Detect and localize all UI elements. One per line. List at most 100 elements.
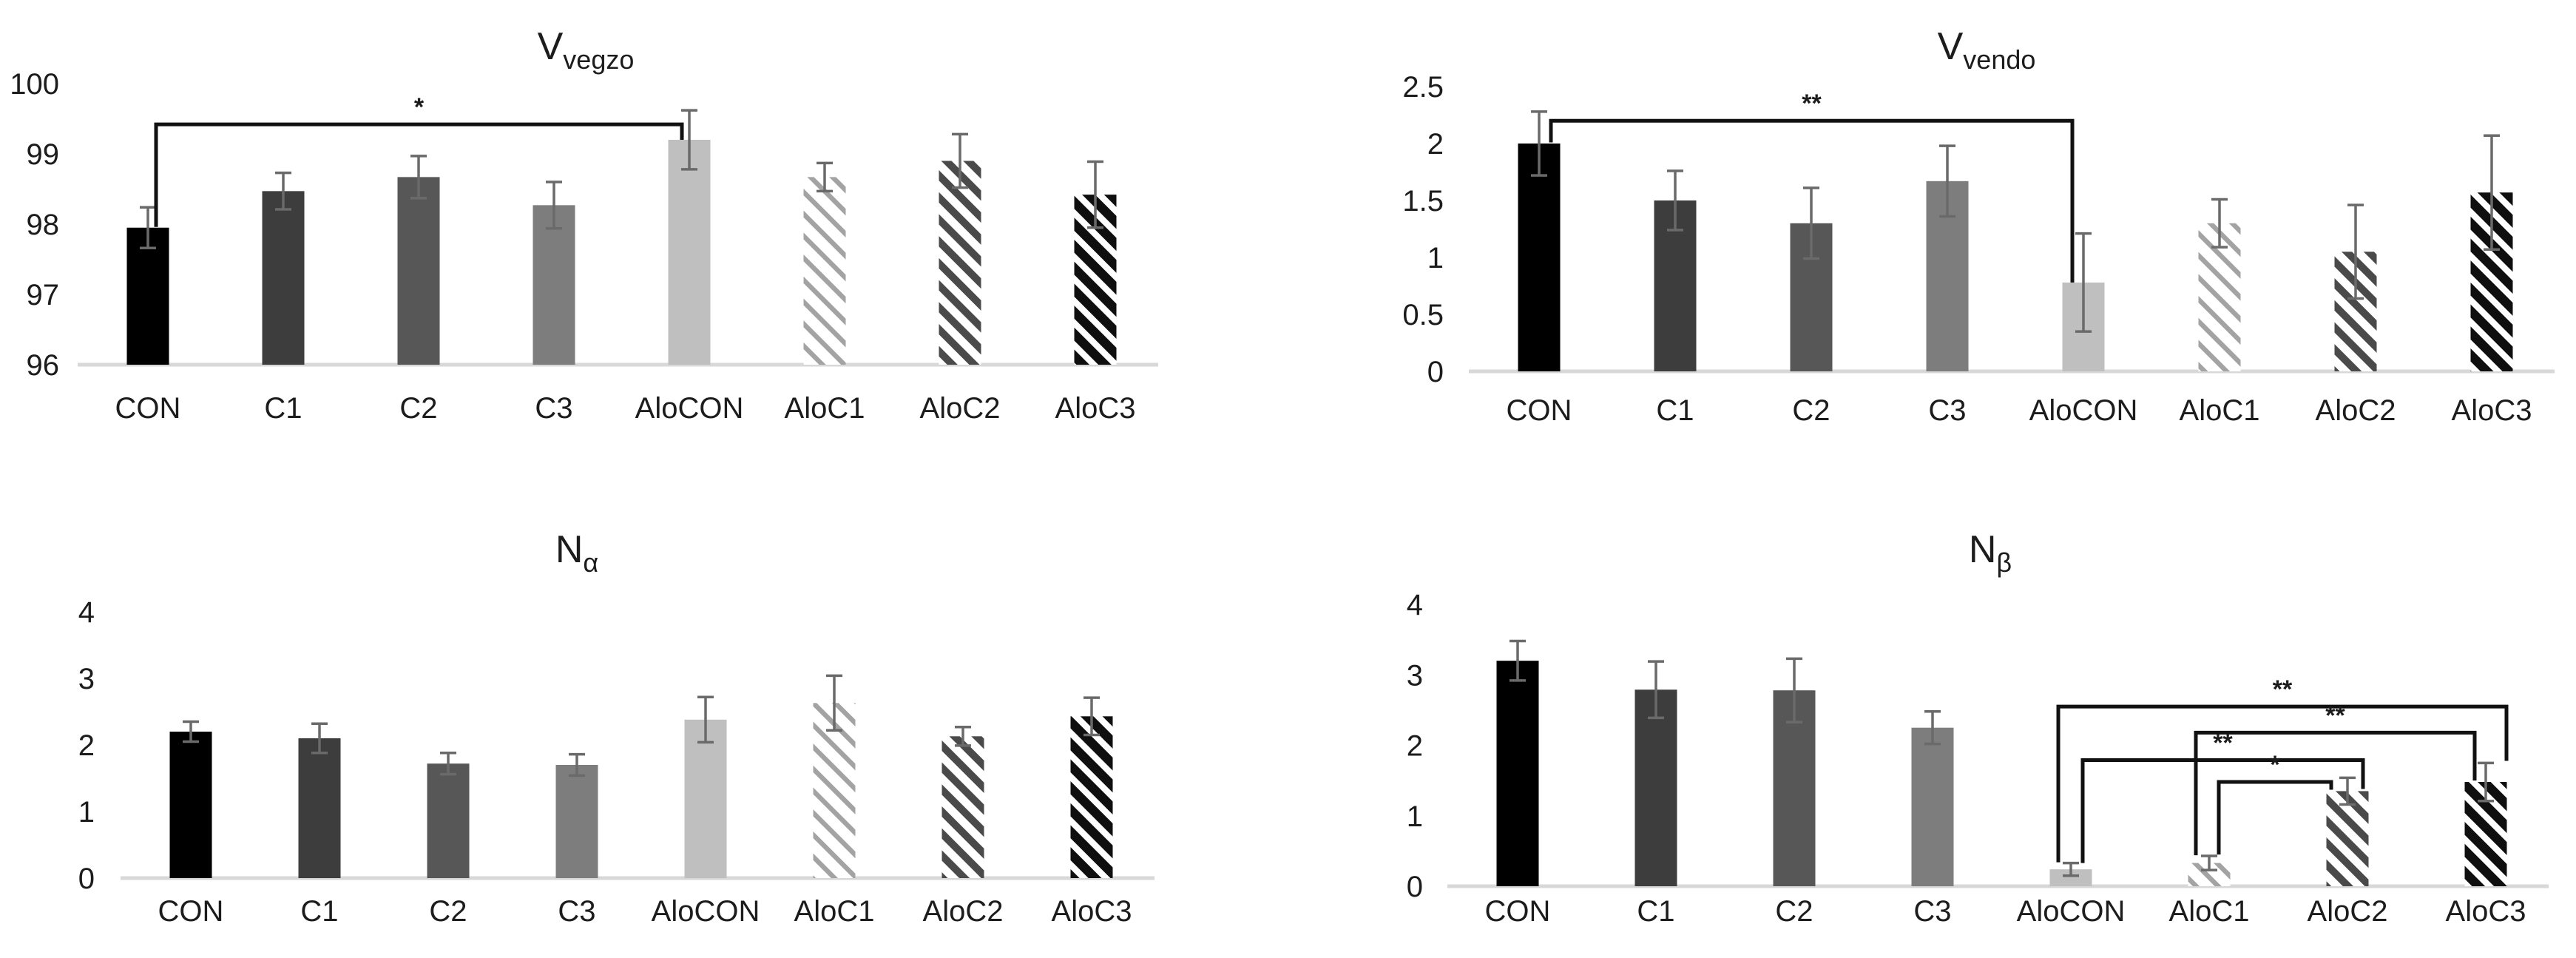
bar-AloC2 [942,736,984,878]
bar-AloC1 [803,177,846,365]
y-tick-label: 99 [27,138,60,171]
bar-C2 [397,177,440,365]
bar-C2 [427,763,470,878]
chart-title-main: V [1938,25,1964,68]
category-label-C2: C2 [1775,895,1813,928]
y-tick-label: 0.5 [1402,299,1444,331]
y-tick-label: 96 [27,349,60,382]
y-tick-label: 4 [1407,589,1423,621]
bar-AloC1 [813,703,856,878]
y-tick-label: 1.5 [1402,185,1444,217]
chart-v-vendo-plot: Vvendo 2.5 2 1.5 1 0.5 0 ** CON C1 C2 C3 AloCON AloC1… [1402,25,2555,427]
category-label-AloC3: AloC3 [2452,394,2532,427]
y-tick-label: 1 [78,796,95,829]
chart-title: Vvegzo [538,25,635,75]
y-tick-label: 0 [1407,871,1423,903]
bar-CON [169,732,212,878]
error-bar-AloC1 [2211,198,2228,249]
y-tick-label: 0 [1427,356,1444,388]
bar-C1 [262,191,305,365]
bar-AloCON [684,719,727,878]
category-label-AloC3: AloC3 [1055,392,1136,425]
error-bar-C2 [410,155,427,200]
sig-bracket [154,122,684,227]
chart-v-vegzo-plot: Vvegzo 100 99 98 97 96 * CON C1 C2 C3 AloCON AloC1 Al… [10,25,1158,425]
y-tick-label: 4 [78,596,95,629]
error-bar-C1 [275,171,291,211]
error-bar-AloC1 [2201,854,2217,871]
y-tick-label: 1 [1407,800,1423,833]
error-bar-AloCON [2075,232,2092,333]
sig-label: ** [1802,90,1822,118]
error-bar-C3 [569,752,585,777]
bar-CON [126,227,169,365]
bar-C3 [1911,727,1954,886]
bar-AloC2 [2326,791,2369,886]
bar-CON [1518,144,1561,371]
category-label-CON: CON [158,895,224,928]
bar-AloC3 [1070,716,1113,878]
category-label-C2: C2 [1792,394,1830,427]
chart-v-vendo: Vvendo 2.5 2 1.5 1 0.5 0 ** CON C1 C2 C3 AloCON AloC1… [1288,0,2576,479]
sig-bracket [2056,704,2509,863]
category-label-AloC1: AloC1 [785,392,865,425]
bar-AloC2 [939,161,981,365]
category-label-CON: CON [1507,394,1572,427]
chart-v-vegzo: Vvegzo 100 99 98 97 96 * CON C1 C2 C3 AloCON AloC1 Al… [0,0,1288,479]
category-label-C1: C1 [1637,895,1674,928]
chart-n-beta: Nβ 4 3 2 1 0 ** ** ** * CON C1 C2 C3 AloCON AloC1 AloC2 A… [1288,479,2576,958]
sig-label: ** [2213,729,2233,758]
sig-bracket [2217,780,2333,855]
sig-label: ** [2325,701,2345,729]
category-label-AloC3: AloC3 [1052,895,1132,928]
chart-title-main: N [1969,528,1997,571]
y-tick-label: 100 [10,68,59,101]
bar-CON [1496,661,1539,886]
error-bar-C3 [1939,144,1955,218]
chart-n-alpha-plot: Nα 4 3 2 1 0 CON C1 C2 C3 AloCON AloC1 AloC2 AloC3 [78,528,1155,928]
category-label-C1: C1 [264,392,302,425]
chart-title: Nα [555,528,598,578]
category-label-AloC2: AloC2 [2308,895,2388,928]
y-tick-label: 3 [78,663,95,695]
sig-label: * [414,93,425,121]
error-bar-AloC3 [1084,696,1100,737]
y-tick-label: 2.5 [1402,71,1444,104]
error-bar-AloCON [681,109,697,171]
y-tick-label: 2 [78,729,95,762]
category-label-AloC2: AloC2 [923,895,1004,928]
chart-title: Nβ [1969,528,2012,578]
y-tick-label: 2 [1407,730,1423,763]
category-label-C3: C3 [558,895,595,928]
bar-C1 [298,738,341,878]
error-bar-AloC3 [2478,761,2494,803]
error-bar-CON [1531,110,1547,177]
y-tick-label: 2 [1427,128,1444,161]
error-bar-C3 [546,181,562,230]
category-label-C3: C3 [1913,895,1951,928]
error-bar-CON [140,206,156,250]
category-label-AloC3: AloC3 [2446,895,2526,928]
error-bar-C3 [1924,710,1941,746]
error-bar-AloC3 [1087,160,1103,229]
category-label-C1: C1 [1656,394,1694,427]
error-bar-CON [1510,639,1526,682]
error-bar-C2 [440,752,456,776]
sig-label: * [2270,751,2280,779]
category-label-AloCON: AloCON [2029,394,2138,427]
error-bar-C1 [1667,169,1683,232]
category-label-C2: C2 [399,392,437,425]
sig-label: ** [2273,675,2293,704]
y-tick-label: 0 [78,863,95,895]
category-label-AloC2: AloC2 [2316,394,2396,427]
category-label-AloC1: AloC1 [2169,895,2250,928]
category-label-CON: CON [115,392,181,425]
error-bar-AloC2 [2339,776,2356,806]
error-bar-CON [183,720,199,743]
category-label-AloC1: AloC1 [2180,394,2260,427]
chart-title-subscript: vendo [1963,44,2035,75]
category-label-C3: C3 [1928,394,1966,427]
error-bar-C2 [1786,657,1802,723]
category-label-C3: C3 [535,392,572,425]
